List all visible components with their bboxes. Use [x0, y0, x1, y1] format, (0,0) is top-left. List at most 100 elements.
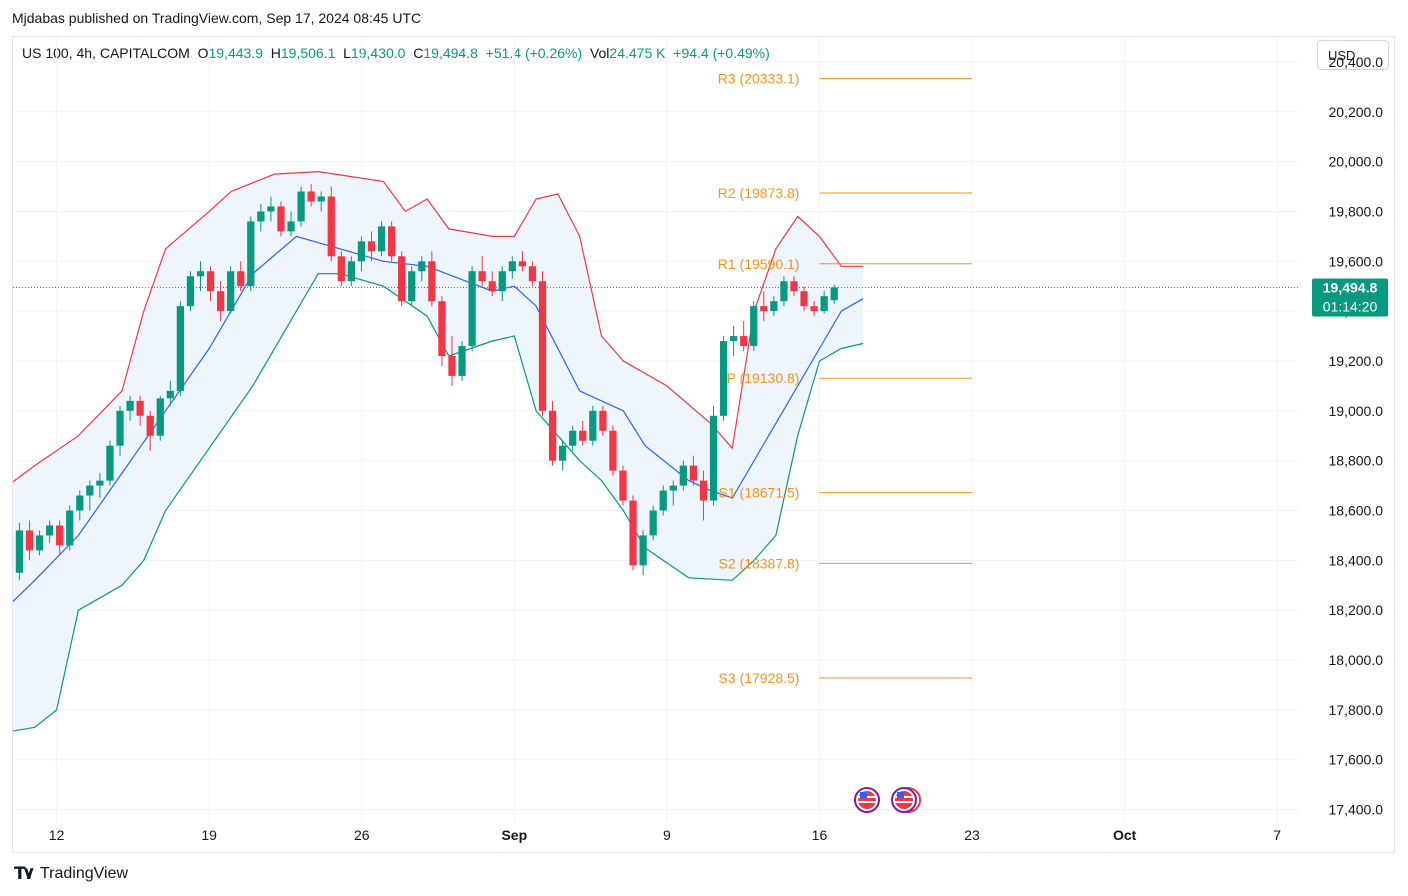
- candle: [186, 271, 195, 312]
- candle: [196, 261, 205, 292]
- candle: [357, 236, 366, 272]
- candle: [76, 490, 84, 521]
- candle-body: [830, 287, 838, 301]
- candle: [25, 520, 34, 561]
- candle: [377, 221, 386, 257]
- pivot-label-s2: S2 (18387.8): [719, 555, 800, 571]
- candle-body: [579, 430, 587, 441]
- candle-body: [498, 271, 506, 292]
- candle-body: [166, 390, 174, 399]
- candle: [237, 261, 245, 292]
- candle: [790, 276, 798, 297]
- candle: [820, 291, 828, 314]
- x-tick-label: 19: [201, 827, 217, 843]
- candle-body: [86, 485, 94, 496]
- candle: [609, 425, 617, 476]
- ohlc-legend: US 100, 4h, CAPITALCOM O19,443.9 H19,506…: [22, 45, 770, 61]
- candle: [689, 455, 698, 486]
- candle: [45, 520, 54, 543]
- candle-body: [106, 445, 114, 481]
- candle-body: [327, 196, 335, 257]
- bollinger-band-fill: [13, 171, 864, 732]
- candle: [538, 271, 547, 416]
- y-tick-label: 20,000.0: [1329, 154, 1384, 170]
- publisher-line: Mjdabas published on TradingView.com, Se…: [12, 10, 422, 26]
- candle-body: [15, 530, 24, 573]
- candle: [116, 405, 124, 456]
- candle: [579, 420, 587, 446]
- candle: [387, 221, 396, 262]
- low-value: 19,430.0: [350, 45, 406, 61]
- candle-body: [689, 465, 698, 481]
- candle: [528, 261, 537, 287]
- candle: [156, 395, 164, 441]
- pivot-label-r2: R2 (19873.8): [718, 185, 800, 201]
- candle: [428, 251, 436, 307]
- candle-body: [377, 226, 386, 252]
- candle: [770, 296, 778, 317]
- candle: [86, 480, 94, 511]
- symbol-label[interactable]: US 100, 4h, CAPITALCOM: [22, 45, 190, 61]
- candle-body: [347, 261, 355, 282]
- y-tick-label: 20,400.0: [1329, 54, 1384, 70]
- price-axis[interactable]: 20,400.0 20,200.0 20,000.0 19,800.0 19,600.0…: [1329, 54, 1384, 818]
- candle-body: [508, 261, 516, 272]
- candle-body: [206, 271, 215, 292]
- candle-body: [146, 415, 154, 436]
- candle-body: [770, 301, 778, 312]
- candle: [810, 301, 818, 317]
- candle: [569, 425, 577, 451]
- candle: [206, 266, 215, 302]
- us-flag-icon[interactable]: [854, 787, 880, 813]
- candle-body: [317, 196, 325, 202]
- candle-body: [418, 261, 426, 272]
- candle: [629, 495, 637, 571]
- brand-name: TradingView: [39, 865, 129, 882]
- candle-body: [790, 281, 798, 292]
- candle: [327, 186, 335, 262]
- pivot-label-s1: S1 (18671.5): [719, 485, 800, 501]
- x-tick-label: 16: [812, 827, 828, 843]
- currency-selector[interactable]: USD: [1317, 40, 1389, 70]
- candle: [66, 505, 74, 551]
- y-tick-label: 19,800.0: [1329, 203, 1384, 219]
- candle-body: [800, 291, 808, 307]
- us-flag-icon[interactable]: [891, 787, 921, 813]
- candle: [287, 211, 295, 237]
- candle: [227, 266, 235, 314]
- candle-body: [709, 415, 718, 501]
- y-tick-label: 17,800.0: [1329, 702, 1384, 718]
- candle-body: [35, 535, 44, 551]
- candle-body: [227, 271, 235, 312]
- candle: [740, 321, 748, 351]
- y-tick-label: 19,600.0: [1329, 253, 1384, 269]
- candle: [6, 548, 13, 585]
- candle: [639, 530, 647, 576]
- candle-body: [448, 355, 456, 376]
- tradingview-logo-icon: T٧: [14, 864, 36, 884]
- candle-body: [267, 206, 275, 212]
- tradingview-brand[interactable]: T٧ TradingView: [14, 864, 128, 884]
- y-tick-label: 18,200.0: [1329, 602, 1384, 618]
- x-tick-label: 12: [49, 827, 65, 843]
- vol-change-value: +94.4 (+0.49%): [673, 45, 770, 61]
- candle: [508, 256, 516, 279]
- candle: [35, 530, 44, 556]
- x-tick-label: Sep: [501, 827, 527, 843]
- candle-body: [398, 256, 406, 302]
- time-axis[interactable]: 12 19 26 Sep 9 16 23 Oct 7: [49, 827, 1282, 843]
- candle: [619, 465, 627, 506]
- candle-body: [96, 480, 104, 486]
- candle-body: [719, 341, 728, 416]
- y-tick-label: 19,000.0: [1329, 403, 1384, 419]
- candle-body: [548, 410, 557, 461]
- y-tick-label: 18,600.0: [1329, 502, 1384, 518]
- economic-event-flags[interactable]: [854, 787, 921, 813]
- candle-body: [297, 191, 305, 222]
- candle-body: [488, 281, 496, 292]
- candle: [780, 276, 788, 307]
- candle-body: [619, 470, 627, 501]
- last-price-tag: 19,494.8 01:14:20: [1312, 278, 1388, 317]
- candle: [307, 184, 315, 207]
